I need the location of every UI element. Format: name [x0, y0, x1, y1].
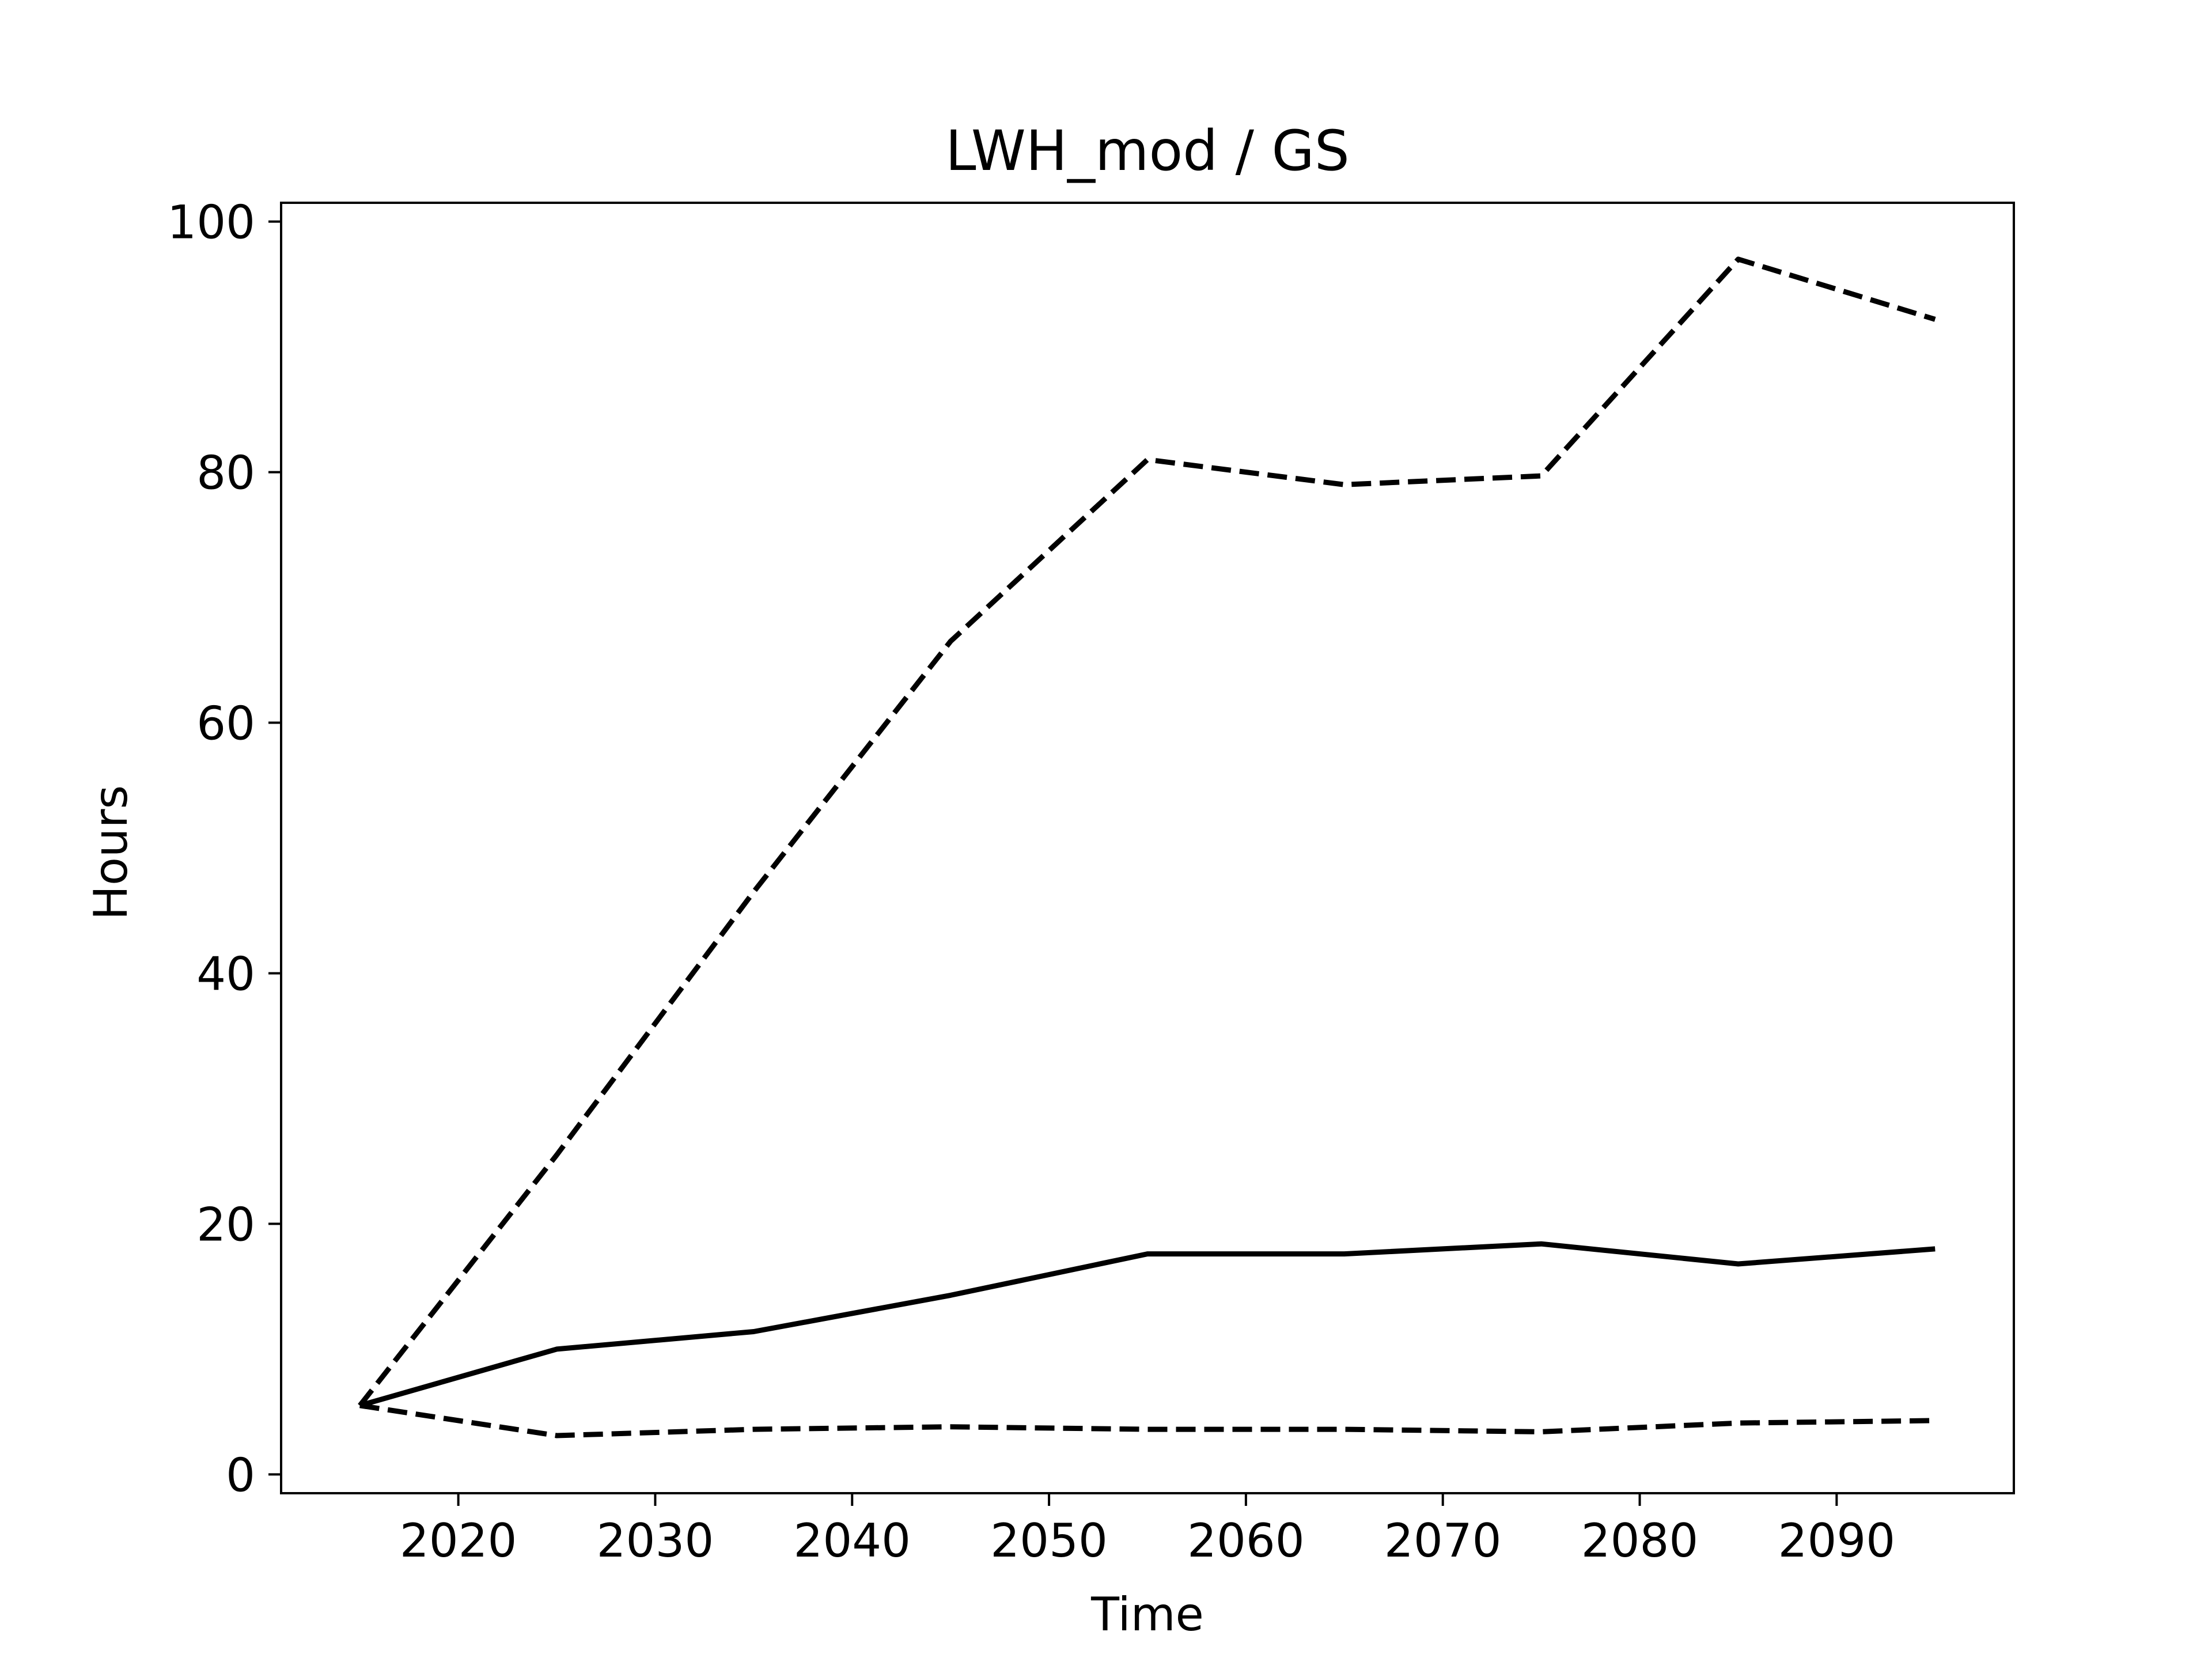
y-tick-label: 0 [226, 1448, 255, 1502]
x-tick-label: 2020 [400, 1514, 517, 1568]
x-axis-label: Time [1090, 1588, 1204, 1641]
plot-frame [280, 202, 2015, 1494]
x-tick-label: 2070 [1384, 1514, 1502, 1568]
y-tick-label: 80 [196, 446, 255, 500]
y-tick-label: 60 [196, 697, 255, 751]
y-tick-label: 40 [196, 947, 255, 1001]
y-tick-label: 100 [167, 196, 255, 249]
chart-title: LWH_mod / GS [945, 119, 1350, 183]
x-tick-label: 2080 [1581, 1514, 1699, 1568]
y-tick-label: 20 [196, 1198, 255, 1251]
x-tick-label: 2090 [1778, 1514, 1896, 1568]
y-axis-label: Hours [84, 785, 138, 920]
x-tick-label: 2060 [1187, 1514, 1305, 1568]
x-tick-label: 2050 [990, 1514, 1108, 1568]
series-line-2-solid [359, 1241, 1936, 1409]
axis-ticks: 2020 2030 2040 2050 2060 2070 2080 209002040608… [167, 196, 1895, 1568]
series-line-1-dashed [358, 256, 1936, 1407]
series-line-3-dashed [359, 1403, 1936, 1438]
x-tick-label: 2030 [597, 1514, 714, 1568]
plot-area [358, 256, 1936, 1438]
x-tick-label: 2040 [793, 1514, 911, 1568]
